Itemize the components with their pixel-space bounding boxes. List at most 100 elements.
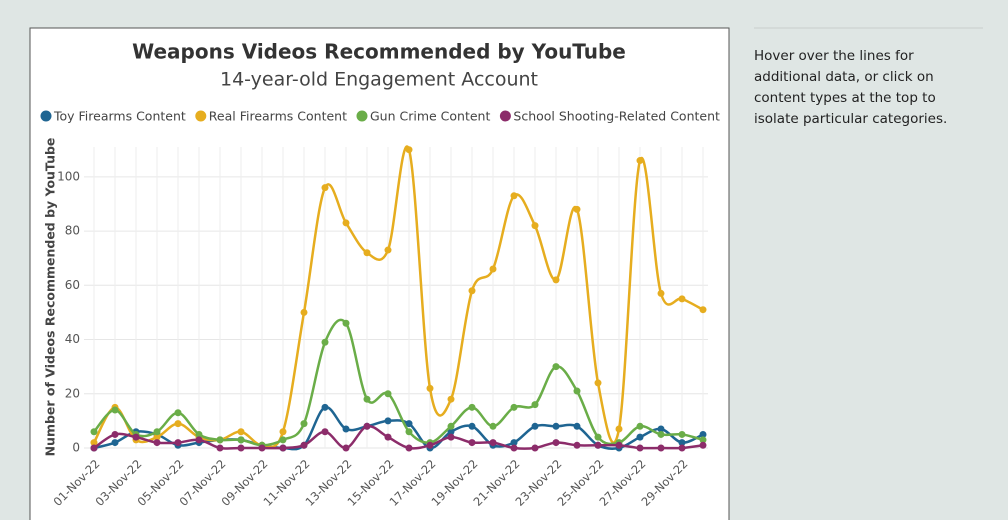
data-point[interactable] [552, 276, 560, 284]
legend-marker[interactable] [356, 110, 368, 122]
data-point[interactable] [384, 246, 392, 254]
data-point[interactable] [468, 403, 476, 411]
data-point[interactable] [615, 441, 623, 449]
data-point[interactable] [279, 436, 287, 444]
data-point[interactable] [405, 444, 413, 452]
data-point[interactable] [321, 403, 329, 411]
data-point[interactable] [489, 439, 497, 447]
data-point[interactable] [174, 420, 182, 428]
data-point[interactable] [531, 222, 539, 230]
data-point[interactable] [384, 433, 392, 441]
data-point[interactable] [678, 439, 686, 447]
data-point[interactable] [678, 295, 686, 303]
data-point[interactable] [258, 444, 266, 452]
data-point[interactable] [90, 444, 98, 452]
data-point[interactable] [531, 401, 539, 409]
data-point[interactable] [615, 425, 623, 433]
data-point[interactable] [342, 319, 350, 327]
data-point[interactable] [573, 422, 581, 430]
data-point[interactable] [153, 428, 161, 436]
data-point[interactable] [153, 439, 161, 447]
data-point[interactable] [510, 444, 518, 452]
data-point[interactable] [447, 395, 455, 403]
data-point[interactable] [321, 338, 329, 346]
data-point[interactable] [405, 146, 413, 154]
data-point[interactable] [657, 444, 665, 452]
data-point[interactable] [552, 422, 560, 430]
data-point[interactable] [363, 249, 371, 257]
data-point[interactable] [132, 433, 140, 441]
data-point[interactable] [363, 395, 371, 403]
data-point[interactable] [321, 428, 329, 436]
data-point[interactable] [657, 425, 665, 433]
data-point[interactable] [174, 409, 182, 417]
legend-marker[interactable] [195, 110, 207, 122]
legend-label[interactable]: School Shooting-Related Content [513, 109, 720, 124]
data-point[interactable] [300, 308, 308, 316]
data-point[interactable] [90, 428, 98, 436]
data-point[interactable] [552, 439, 560, 447]
data-point[interactable] [678, 444, 686, 452]
data-point[interactable] [342, 425, 350, 433]
data-point[interactable] [300, 420, 308, 428]
data-point[interactable] [111, 430, 119, 438]
data-point[interactable] [531, 422, 539, 430]
data-point[interactable] [510, 439, 518, 447]
data-point[interactable] [321, 184, 329, 192]
data-point[interactable] [405, 428, 413, 436]
data-point[interactable] [300, 441, 308, 449]
data-point[interactable] [279, 428, 287, 436]
data-point[interactable] [699, 306, 707, 314]
data-point[interactable] [510, 403, 518, 411]
legend-marker[interactable] [499, 110, 511, 122]
data-point[interactable] [552, 363, 560, 371]
data-point[interactable] [699, 430, 707, 438]
data-point[interactable] [636, 444, 644, 452]
data-point[interactable] [573, 205, 581, 213]
data-point[interactable] [405, 420, 413, 428]
data-point[interactable] [678, 430, 686, 438]
data-point[interactable] [447, 433, 455, 441]
data-point[interactable] [342, 219, 350, 227]
legend-label[interactable]: Toy Firearms Content [53, 109, 186, 124]
data-point[interactable] [573, 387, 581, 395]
data-point[interactable] [657, 430, 665, 438]
data-point[interactable] [384, 390, 392, 398]
data-point[interactable] [90, 439, 98, 447]
data-point[interactable] [426, 441, 434, 449]
data-point[interactable] [195, 436, 203, 444]
data-point[interactable] [468, 439, 476, 447]
data-point[interactable] [111, 439, 119, 447]
data-point[interactable] [216, 436, 224, 444]
data-point[interactable] [363, 422, 371, 430]
data-point[interactable] [699, 441, 707, 449]
data-point[interactable] [636, 422, 644, 430]
data-point[interactable] [468, 287, 476, 295]
data-point[interactable] [636, 157, 644, 165]
data-point[interactable] [237, 428, 245, 436]
data-point[interactable] [174, 439, 182, 447]
data-point[interactable] [195, 430, 203, 438]
data-point[interactable] [657, 289, 665, 297]
data-point[interactable] [447, 428, 455, 436]
data-point[interactable] [426, 384, 434, 392]
data-point[interactable] [489, 422, 497, 430]
data-point[interactable] [699, 436, 707, 444]
data-point[interactable] [594, 441, 602, 449]
data-point[interactable] [531, 444, 539, 452]
data-point[interactable] [153, 433, 161, 441]
data-point[interactable] [468, 422, 476, 430]
legend-label[interactable]: Real Firearms Content [209, 109, 347, 124]
data-point[interactable] [636, 433, 644, 441]
data-point[interactable] [384, 417, 392, 425]
data-point[interactable] [237, 436, 245, 444]
data-point[interactable] [594, 379, 602, 387]
data-point[interactable] [111, 406, 119, 414]
data-point[interactable] [489, 265, 497, 273]
data-point[interactable] [447, 422, 455, 430]
data-point[interactable] [216, 444, 224, 452]
data-point[interactable] [237, 444, 245, 452]
data-point[interactable] [342, 444, 350, 452]
data-point[interactable] [573, 441, 581, 449]
data-point[interactable] [279, 444, 287, 452]
